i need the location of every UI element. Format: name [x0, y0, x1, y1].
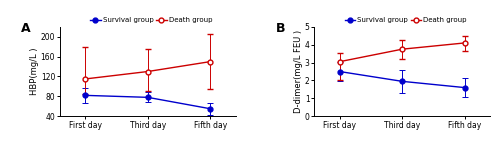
Y-axis label: D-dimer(mg/L FEU ): D-dimer(mg/L FEU )	[294, 30, 304, 113]
Legend: Survival group, Death group: Survival group, Death group	[342, 14, 469, 26]
Legend: Survival group, Death group: Survival group, Death group	[88, 14, 215, 26]
Text: B: B	[276, 22, 285, 35]
Y-axis label: HBP(mg/L ): HBP(mg/L )	[30, 48, 39, 95]
Text: A: A	[22, 22, 31, 35]
